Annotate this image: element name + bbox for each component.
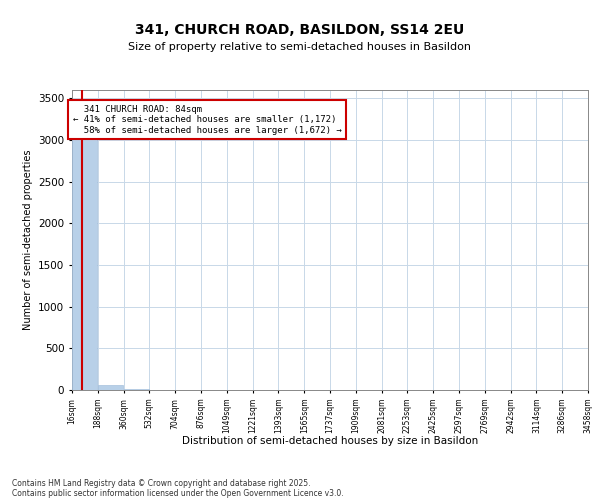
Bar	[72, 124, 97, 390]
Bar	[98, 386, 123, 390]
Bar	[124, 389, 149, 390]
Text: Contains HM Land Registry data © Crown copyright and database right 2025.: Contains HM Land Registry data © Crown c…	[12, 478, 311, 488]
Text: Contains public sector information licensed under the Open Government Licence v3: Contains public sector information licen…	[12, 488, 344, 498]
X-axis label: Distribution of semi-detached houses by size in Basildon: Distribution of semi-detached houses by …	[182, 436, 478, 446]
Y-axis label: Number of semi-detached properties: Number of semi-detached properties	[23, 150, 32, 330]
Text: 341 CHURCH ROAD: 84sqm
← 41% of semi-detached houses are smaller (1,172)
  58% o: 341 CHURCH ROAD: 84sqm ← 41% of semi-det…	[73, 105, 341, 135]
Text: Size of property relative to semi-detached houses in Basildon: Size of property relative to semi-detach…	[128, 42, 472, 52]
Text: 341, CHURCH ROAD, BASILDON, SS14 2EU: 341, CHURCH ROAD, BASILDON, SS14 2EU	[136, 22, 464, 36]
